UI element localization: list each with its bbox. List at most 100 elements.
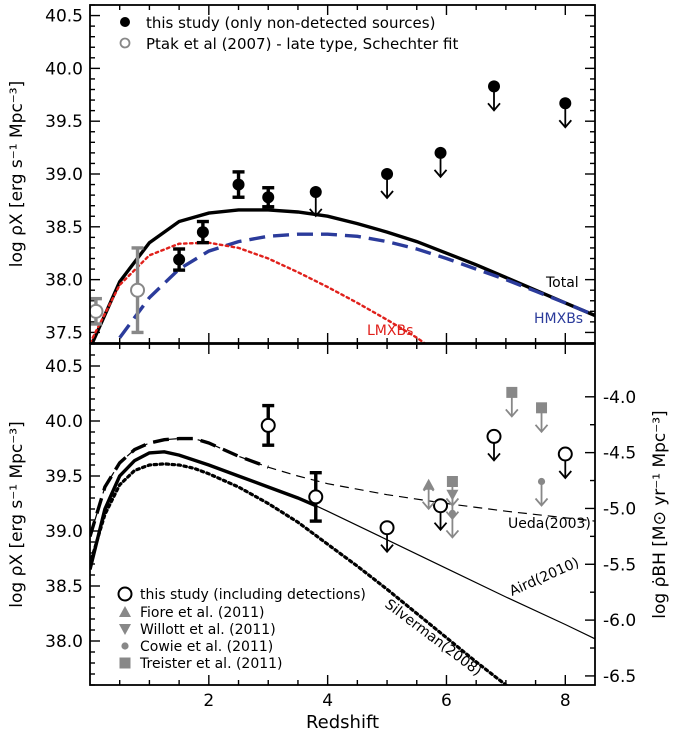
series-line-total xyxy=(90,208,595,343)
plot-area xyxy=(90,80,595,343)
marker-filled-circle xyxy=(381,168,394,180)
legend-bottom: this study (including detections) Fiore e… xyxy=(117,586,366,672)
marker-filled-circle xyxy=(173,253,186,266)
y-tick-label: 40.5 xyxy=(45,7,83,27)
bottom-panel: 38.0 38.5 39.0 39.5 40.0 40.5 -4.0 -4.5 -5.0 -5.5… xyxy=(7,343,670,733)
marker-triangle-up xyxy=(422,478,435,490)
series-line-emphasis xyxy=(90,436,269,537)
marker-open-circle xyxy=(433,498,449,514)
upper-limit-arrowhead xyxy=(534,497,549,507)
y-tick-label: 39.0 xyxy=(45,165,83,185)
curve-label-hmxbs: HMXBs xyxy=(534,311,583,327)
marker-small-circle xyxy=(448,509,457,517)
upper-limit-arrowhead xyxy=(380,190,394,200)
marker-open-circle xyxy=(130,282,146,298)
plot-area xyxy=(90,386,595,685)
series-line-lmxbs xyxy=(90,241,427,343)
right-y-axis-title: log ρ̇BH [M⊙ yr⁻¹ Mpc⁻³] xyxy=(650,410,670,618)
curve-label-total: Total xyxy=(545,275,579,291)
x-tick-label: 2 xyxy=(203,691,214,711)
marker-filled-circle xyxy=(232,178,245,191)
marker-square xyxy=(536,402,548,414)
upper-limit-arrowhead xyxy=(421,501,436,511)
y-axis-title: log ρX [erg s⁻¹ Mpc⁻³] xyxy=(7,421,27,607)
legend-label: Treister et al. (2011) xyxy=(139,656,283,672)
series-line-silverman-2008- xyxy=(90,462,509,685)
y-tick-label: 38.0 xyxy=(45,271,83,291)
series-line-hmxbs xyxy=(118,232,595,339)
marker-filled-circle xyxy=(196,226,209,239)
upper-limit-arrowhead xyxy=(558,470,572,480)
marker-filled-circle xyxy=(309,185,322,198)
x-axis-title: Redshift xyxy=(306,712,379,733)
y-tick-label: 38.5 xyxy=(45,218,83,238)
marker-triangle-up xyxy=(119,606,131,617)
legend-label: Cowie et al. (2011) xyxy=(140,639,273,655)
marker-filled-circle xyxy=(262,191,275,204)
x-tick-label: 6 xyxy=(441,691,452,711)
legend-label: this study (including detections) xyxy=(140,587,366,603)
y-tick-label: 40.0 xyxy=(45,59,83,79)
y-tick-label: 38.5 xyxy=(45,577,83,597)
legend-label: Fiore et al. (2011) xyxy=(140,605,264,621)
legend-label: Ptak et al (2007) - late type, Schechter… xyxy=(146,35,458,53)
legend-marker-filled-circle xyxy=(120,17,130,27)
upper-limit-arrowhead xyxy=(309,208,323,218)
marker-square xyxy=(119,657,131,669)
upper-limit-arrowhead xyxy=(534,424,549,434)
x-tick-label: 8 xyxy=(560,691,571,711)
plot-frame xyxy=(89,343,596,686)
marker-open-circle xyxy=(117,586,133,602)
upper-limit-arrowhead xyxy=(487,452,501,462)
curve-label-aird: Aird(2010) xyxy=(507,555,581,600)
marker-open-circle xyxy=(308,489,324,505)
legend-label: this study (only non-detected sources) xyxy=(146,14,435,32)
right-y-tick-label: -6.0 xyxy=(603,611,636,631)
upper-limit-arrowhead xyxy=(558,119,572,129)
upper-limit-arrowhead xyxy=(433,522,448,532)
marker-filled-circle xyxy=(559,97,572,110)
marker-square xyxy=(446,476,458,487)
marker-square xyxy=(506,386,518,398)
y-tick-label: 39.5 xyxy=(45,112,83,132)
marker-open-circle xyxy=(486,428,502,444)
marker-open-circle xyxy=(260,417,276,433)
curve-label-lmxbs: LMXBs xyxy=(367,323,413,339)
upper-limit-arrowhead xyxy=(505,408,519,418)
upper-limit-arrowhead xyxy=(445,497,460,507)
plot-frame xyxy=(89,4,596,344)
marker-open-circle xyxy=(379,520,395,536)
upper-limit-arrowhead xyxy=(487,102,501,112)
y-tick-label: 40.5 xyxy=(45,357,83,377)
y-tick-label: 40.0 xyxy=(45,412,83,432)
upper-limit-arrowhead xyxy=(380,544,394,554)
curve-label-silverman: Silverman(2008) xyxy=(382,596,485,679)
upper-limit-arrowhead xyxy=(433,169,448,179)
y-tick-label: 39.5 xyxy=(45,467,83,487)
x-tick-label: 4 xyxy=(322,691,333,711)
y-tick-label: 38.0 xyxy=(45,632,83,652)
y-tick-label: 39.0 xyxy=(45,522,83,542)
right-y-tick-label: -5.5 xyxy=(603,555,636,575)
marker-triangle-down xyxy=(119,624,131,635)
legend-top: this study (only non-detected sources) Pt… xyxy=(119,14,458,53)
marker-small-circle xyxy=(121,642,129,650)
marker-open-circle xyxy=(90,303,104,319)
curve-label-ueda: Ueda(2003) xyxy=(508,516,591,532)
legend-label: Willott et al. (2011) xyxy=(140,622,276,638)
y-axis-title: log ρX [erg s⁻¹ Mpc⁻³] xyxy=(7,81,27,267)
top-panel: 37.5 38.0 38.5 39.0 39.5 40.0 40.5 log ρX [erg … xyxy=(7,4,596,344)
marker-filled-circle xyxy=(434,146,447,159)
marker-filled-circle xyxy=(488,80,500,93)
right-y-tick-label: -4.0 xyxy=(603,388,636,408)
legend-marker-open-circle xyxy=(119,37,131,49)
upper-limit-arrowhead xyxy=(445,529,460,539)
right-y-tick-label: -4.5 xyxy=(603,444,636,464)
y-tick-label: 37.5 xyxy=(45,323,83,343)
marker-small-circle xyxy=(537,477,546,486)
right-y-tick-label: -6.5 xyxy=(603,667,636,687)
series-line-emphasis xyxy=(90,450,317,570)
right-y-tick-label: -5.0 xyxy=(603,499,636,519)
marker-open-circle xyxy=(557,446,573,462)
